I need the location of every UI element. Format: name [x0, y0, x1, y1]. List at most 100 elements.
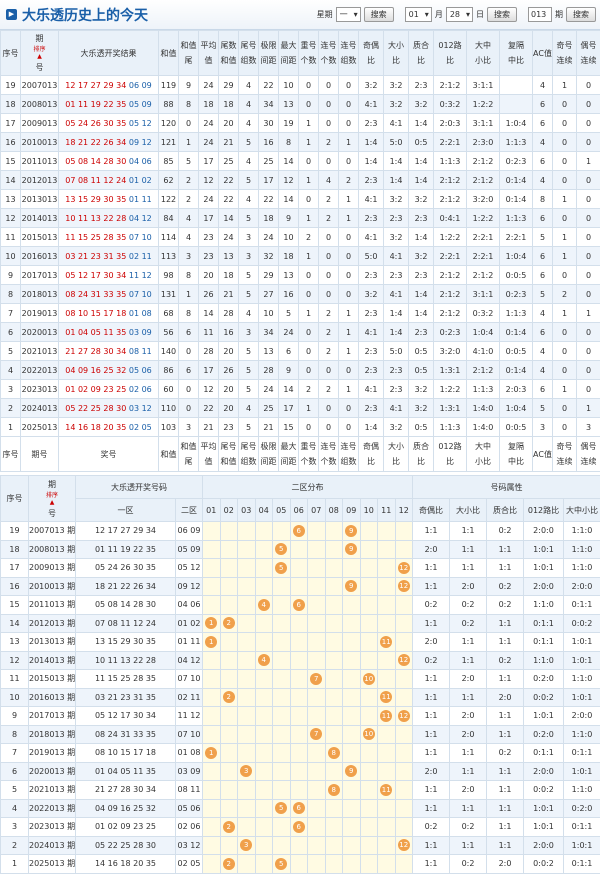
dist-cell	[378, 762, 396, 781]
dist-cell	[203, 818, 221, 837]
search-button[interactable]: 搜索	[364, 7, 394, 22]
back-numbers: 01 08	[176, 744, 203, 763]
header-text: 期	[21, 31, 58, 46]
header-text: 尾号	[239, 439, 258, 454]
dist-cell	[378, 799, 396, 818]
dist-cell	[273, 707, 291, 726]
dist-cell	[360, 522, 378, 541]
front-numbers: 12 17 27 29 34	[65, 81, 126, 90]
numbers: 12 17 27 29 34 06 09	[59, 76, 159, 95]
dist-cell	[238, 670, 256, 689]
ball: 6	[293, 599, 305, 611]
front-numbers: 04 09 16 25 32	[65, 366, 126, 375]
dist-cell	[378, 614, 396, 633]
header-cell: 连号个数	[319, 31, 339, 76]
header-cell: 04	[255, 499, 273, 522]
icon: ▶	[6, 9, 17, 20]
month-select[interactable]: 01	[405, 7, 432, 22]
attr: 1:1	[487, 559, 524, 578]
stat: 1:4	[409, 228, 434, 247]
header-cell: AC值	[533, 437, 553, 472]
dist-cell: 9	[343, 540, 361, 559]
dist-cell	[238, 799, 256, 818]
attr: 0:2	[487, 744, 524, 763]
stat: 34	[259, 323, 279, 342]
issue-input[interactable]: 013	[528, 7, 552, 22]
seq: 3	[1, 818, 29, 837]
stat: 0	[319, 76, 339, 95]
back-numbers: 11 12	[129, 271, 152, 280]
issue: 2012013	[21, 171, 59, 190]
header-text: 奇偶	[359, 439, 383, 454]
stat: 2:2:1	[434, 133, 467, 152]
stat: 1	[553, 247, 577, 266]
stat: 1:4:0	[467, 399, 500, 418]
seq: 19	[1, 522, 29, 541]
header-text: 中比	[500, 454, 532, 469]
ball: 4	[258, 654, 270, 666]
header-text: 和值	[159, 447, 178, 462]
dist-cell	[273, 836, 291, 855]
dist-cell	[220, 522, 238, 541]
stat: 2:1:2	[467, 266, 500, 285]
front-numbers: 07 08 11 12 24	[76, 614, 176, 633]
dist-cell	[325, 855, 343, 874]
day-select[interactable]: 28	[446, 7, 473, 22]
dist-cell	[378, 725, 396, 744]
header-cell: 重号个数	[299, 437, 319, 472]
front-numbers: 08 10 15 17 18	[65, 309, 126, 318]
weekday-select[interactable]: 一	[336, 7, 361, 22]
ball: 12	[398, 562, 410, 574]
ball: 11	[380, 710, 392, 722]
seq: 7	[1, 304, 21, 323]
header-text: 复隔	[500, 439, 532, 454]
header-text: 组数	[239, 454, 258, 469]
dist-cell	[325, 818, 343, 837]
attr: 1:1	[413, 559, 450, 578]
dist-cell	[395, 633, 413, 652]
issue: 2022013 期	[29, 799, 76, 818]
header-cell: 质合比	[409, 437, 434, 472]
stat: 2:2:1	[500, 228, 533, 247]
label: 日	[476, 9, 484, 20]
stat: 4	[533, 342, 553, 361]
dist-cell	[360, 855, 378, 874]
header-text: 偶号	[577, 38, 600, 53]
search-button[interactable]: 搜索	[566, 7, 596, 22]
seq: 3	[1, 380, 21, 399]
stat: 0	[553, 399, 577, 418]
dist-cell	[220, 781, 238, 800]
dist-cell	[238, 522, 256, 541]
front-numbers: 05 22 25 28 30	[76, 836, 176, 855]
numbers: 11 15 25 28 35 07 10	[59, 228, 159, 247]
stat: 6	[533, 95, 553, 114]
attr: 1:1	[450, 762, 487, 781]
dist-cell	[343, 818, 361, 837]
search-button[interactable]: 搜索	[487, 7, 517, 22]
stat: 14	[199, 304, 219, 323]
stat: 1:1:3	[500, 209, 533, 228]
dist-cell: 9	[343, 522, 361, 541]
stat: 0	[339, 152, 359, 171]
header-text: 尾号	[239, 38, 258, 53]
header-cell: 012路比	[524, 499, 564, 522]
stat: 8	[279, 133, 299, 152]
dist-cell	[203, 577, 221, 596]
stat: 1:1:3	[500, 304, 533, 323]
stat: 2	[553, 285, 577, 304]
front-numbers: 14 16 18 20 35	[65, 423, 126, 432]
dist-cell	[290, 633, 308, 652]
dist-cell	[343, 633, 361, 652]
header-text: 尾	[179, 53, 198, 68]
stat: 88	[159, 95, 179, 114]
stat: 98	[159, 266, 179, 285]
header-text: 奖号	[59, 447, 158, 462]
ball: 8	[328, 747, 340, 759]
stat: 0	[299, 418, 319, 437]
